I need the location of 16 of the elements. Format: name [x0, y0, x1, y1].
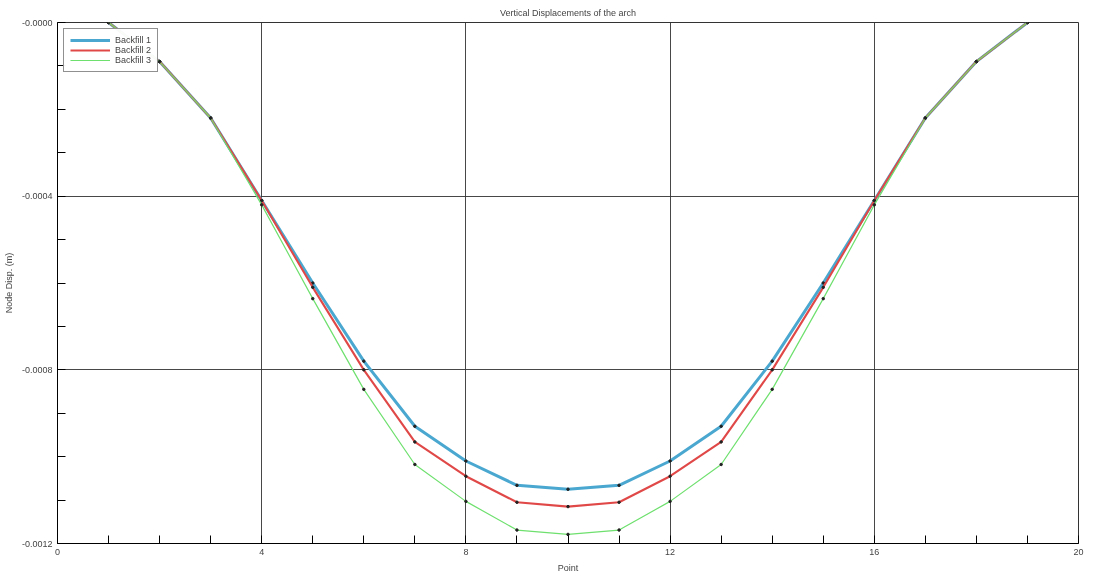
x-tick-label: 20: [1073, 546, 1084, 557]
y-tick-label: -0.0004: [21, 191, 53, 202]
y-tick-label: -0.0000: [21, 17, 53, 28]
y-tick-label: -0.0008: [21, 364, 53, 375]
y-axis-title: Node Disp. (m): [3, 252, 14, 314]
x-tick-label: 4: [259, 546, 265, 557]
x-tick-label: 12: [665, 546, 676, 557]
legend-label: Backfill 2: [115, 45, 152, 55]
x-tick-label: 16: [869, 546, 880, 557]
x-tick-label: 0: [55, 546, 61, 557]
y-tick-label: -0.0012: [21, 538, 53, 549]
legend-label: Backfill 1: [115, 35, 152, 45]
x-tick-label: 8: [463, 546, 469, 557]
x-axis-title: Point: [557, 562, 579, 573]
chart-title: Vertical Displacements of the arch: [499, 7, 637, 18]
legend-label: Backfill 3: [115, 55, 152, 65]
